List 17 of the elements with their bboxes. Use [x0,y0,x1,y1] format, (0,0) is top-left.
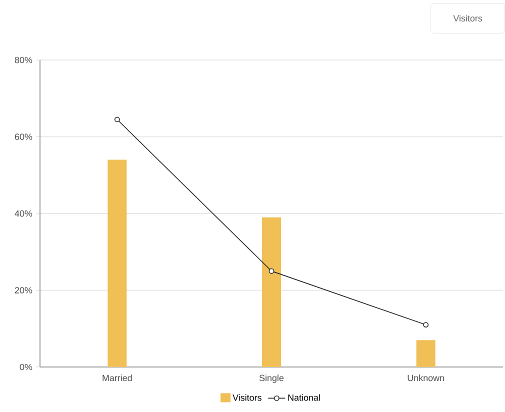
point [423,322,429,328]
bar [108,160,127,367]
x-tick-label: Married [102,374,132,382]
x-tick-label: Single [259,374,284,383]
x-tick-label: Unknown [408,374,444,382]
y-tick-label: 0% [20,364,32,370]
legend-label: Visitors [232,394,262,401]
y-tick-label: 60% [14,134,32,140]
bar [262,217,282,367]
point [268,268,274,274]
point [114,116,120,122]
legend-label: National [288,394,320,401]
y-tick-label: 40% [14,210,32,217]
y-tick-label: 20% [14,287,32,294]
y-tick-label: 80% [14,56,32,64]
bar [416,340,436,367]
text: Visitors [453,14,482,22]
